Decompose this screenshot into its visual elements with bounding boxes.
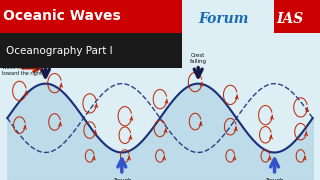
Bar (0, 33, 182, 68)
Bar (274, 0, 320, 33)
Text: Oceanic Waves: Oceanic Waves (3, 9, 121, 23)
Text: Crest
falling: Crest falling (190, 53, 207, 64)
Text: Oceanography Part I: Oceanography Part I (6, 46, 113, 56)
Text: Trough
rising: Trough rising (113, 178, 131, 180)
Text: Forum: Forum (198, 12, 249, 26)
Text: IAS: IAS (276, 12, 303, 26)
Bar (0, 0, 182, 33)
Text: Wave traveling
toward the right: Wave traveling toward the right (3, 65, 43, 76)
Text: Trough
rising: Trough rising (265, 178, 284, 180)
